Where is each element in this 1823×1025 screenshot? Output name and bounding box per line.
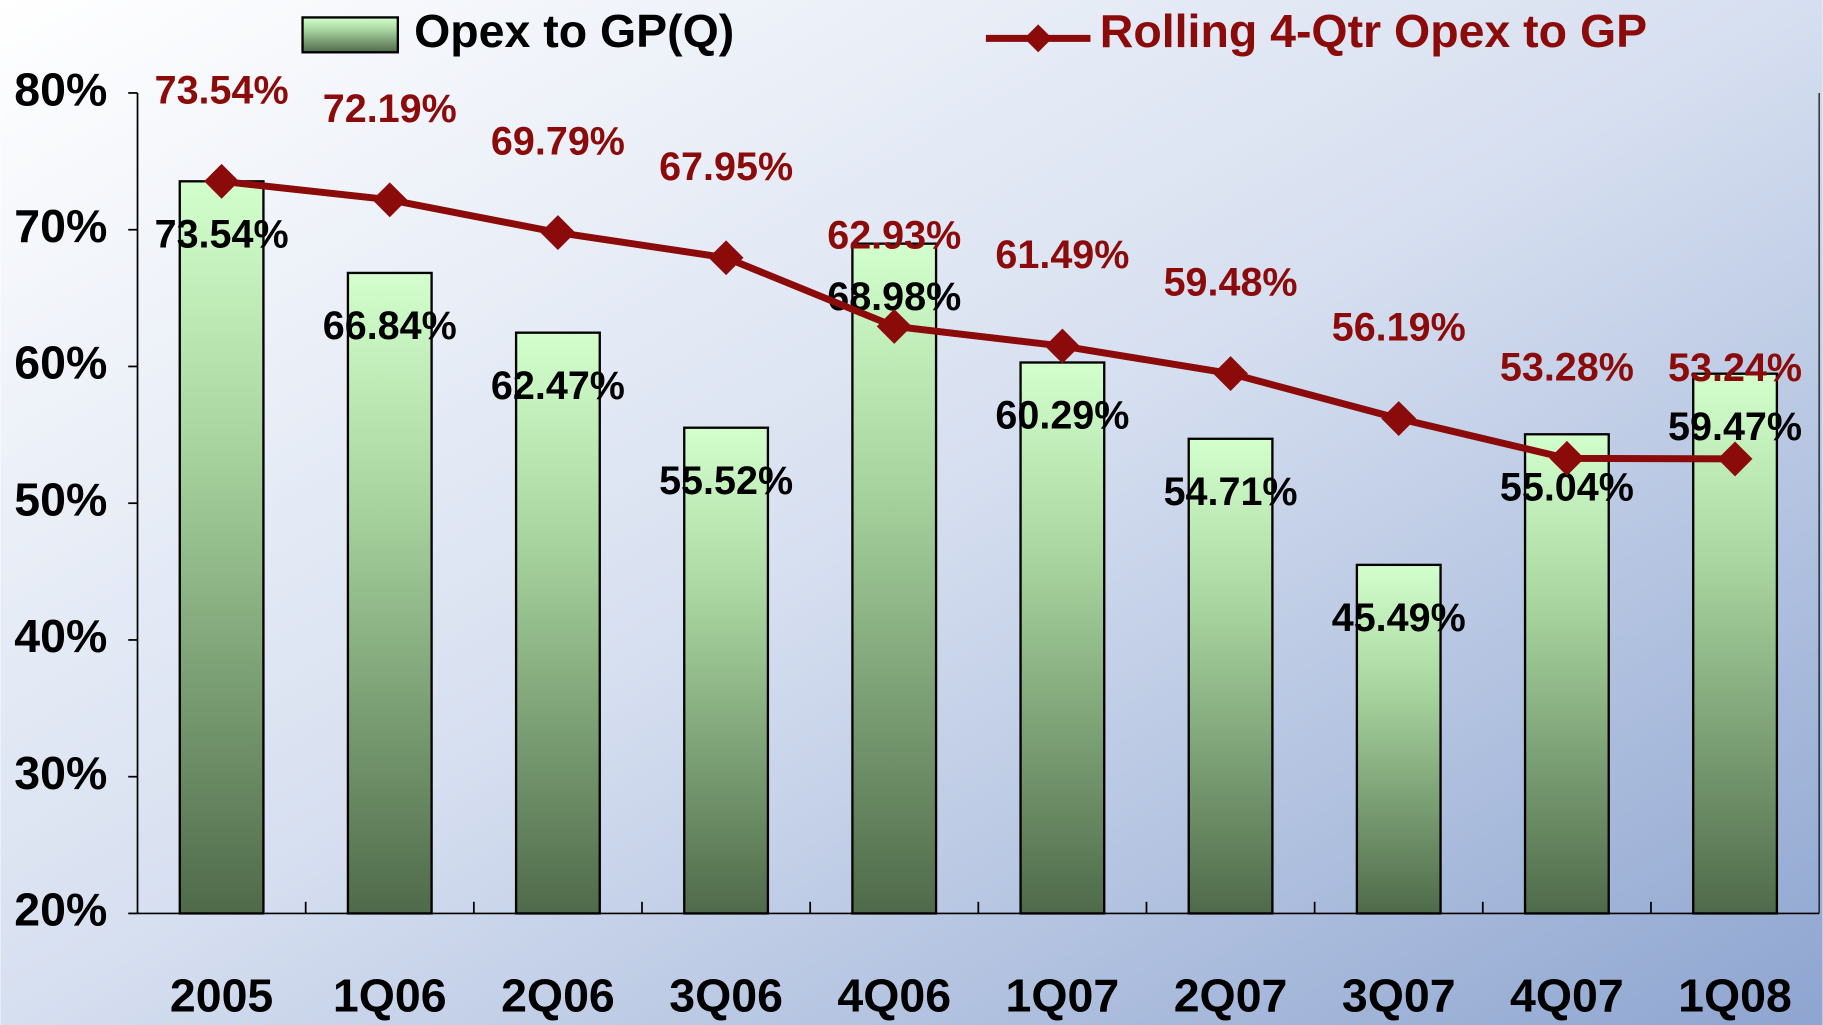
x-tick-label: 1Q07: [1006, 970, 1120, 1022]
line-value-label: 69.79%: [491, 120, 625, 164]
bar-value-label: 54.71%: [1164, 470, 1298, 514]
bar: [683, 426, 770, 915]
legend-marker: [1024, 24, 1053, 53]
y-tick-label: 50%: [14, 473, 107, 525]
x-tick-label: 2005: [170, 970, 273, 1022]
bar: [346, 271, 433, 915]
bar-value-label: 66.84%: [323, 304, 457, 348]
bar-value-label: 55.52%: [659, 459, 793, 503]
bar: [1019, 361, 1106, 915]
line-value-label: 53.24%: [1668, 346, 1802, 390]
line-marker: [1213, 356, 1248, 392]
bar: [1187, 437, 1274, 915]
x-tick-label: 2Q06: [501, 970, 615, 1022]
y-tick-label: 80%: [14, 63, 107, 115]
line: [221, 177, 1736, 463]
bar-value-label: 60.29%: [995, 394, 1129, 438]
x-tick-label: 4Q07: [1510, 970, 1624, 1022]
line-value-label: 56.19%: [1332, 306, 1466, 350]
bar: [851, 242, 938, 915]
x-tick-label: 4Q06: [837, 970, 951, 1022]
line-marker: [1717, 441, 1753, 477]
line-value-label: 61.49%: [995, 233, 1129, 277]
bar: [178, 180, 265, 915]
x-tick-label: 1Q08: [1678, 970, 1792, 1022]
legend-swatch: [301, 16, 399, 54]
y-tick-label: 20%: [14, 884, 107, 936]
bar: [1355, 563, 1442, 915]
y-tick-label: 30%: [14, 747, 107, 799]
line-value-label: 67.95%: [659, 145, 793, 189]
line-value-label: 53.28%: [1500, 345, 1634, 389]
bar: [514, 331, 601, 915]
bar: [1523, 433, 1610, 915]
y-tick-label: 40%: [14, 610, 107, 662]
x-tick-label: 3Q06: [669, 970, 783, 1022]
x-tick-label: 3Q07: [1342, 970, 1456, 1022]
legend: Opex to GP(Q) Rolling 4-Qtr Opex to GP: [301, 5, 1647, 57]
bar-value-label: 62.47%: [491, 364, 625, 408]
y-tick-label: 70%: [14, 200, 107, 252]
y-tick-label: 60%: [14, 337, 107, 389]
line-value-label: 62.93%: [827, 214, 961, 258]
legend-label: Opex to GP(Q): [414, 5, 734, 57]
legend-label: Rolling 4-Qtr Opex to GP: [1100, 5, 1647, 57]
bar-value-label: 73.54%: [155, 213, 289, 257]
line-value-label: 72.19%: [323, 87, 457, 131]
line-marker: [204, 163, 240, 199]
bar-value-label: 45.49%: [1332, 596, 1466, 640]
line-value-label: 73.54%: [155, 68, 289, 112]
line-marker: [540, 215, 576, 251]
x-tick-label: 1Q06: [333, 970, 447, 1022]
line-marker: [708, 240, 744, 276]
line-value-label: 59.48%: [1164, 261, 1298, 305]
x-tick-label: 2Q07: [1174, 970, 1288, 1022]
